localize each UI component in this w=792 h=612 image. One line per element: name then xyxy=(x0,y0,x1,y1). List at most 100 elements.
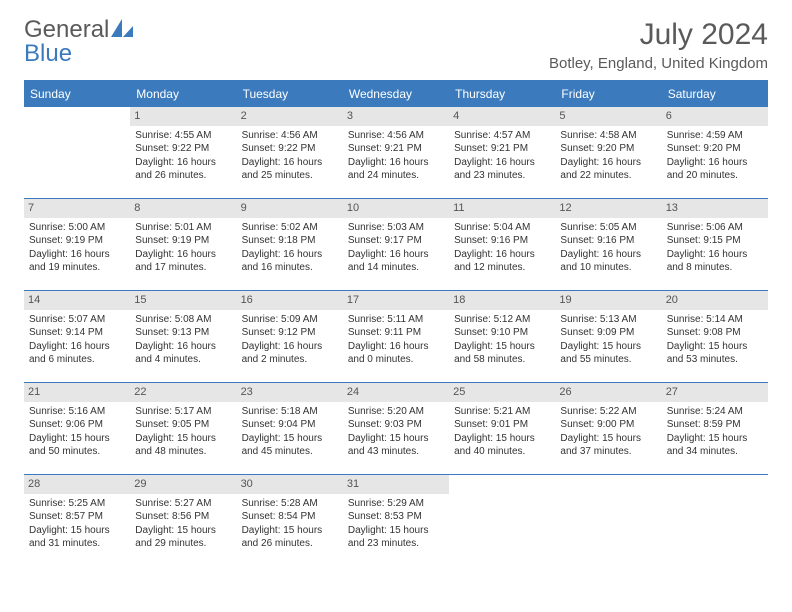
day-number: 15 xyxy=(130,291,236,310)
day-number: 29 xyxy=(130,475,236,494)
sunset-text: Sunset: 8:54 PM xyxy=(242,510,338,524)
calendar-cell: 31Sunrise: 5:29 AMSunset: 8:53 PMDayligh… xyxy=(343,475,449,567)
day-number: 12 xyxy=(555,199,661,218)
day-number: 11 xyxy=(449,199,555,218)
daylight-text: Daylight: 15 hours and 48 minutes. xyxy=(135,432,231,459)
calendar-cell: 15 Sunrise: 5:08 AMSunset: 9:13 PMDayligh… xyxy=(130,291,236,383)
daylight-text: Daylight: 16 hours and 10 minutes. xyxy=(560,248,656,275)
daylight-text: Daylight: 16 hours and 6 minutes. xyxy=(29,340,125,367)
sunrise-text: Sunrise: 5:03 AM xyxy=(348,221,444,235)
weekday-header: Monday xyxy=(130,81,236,107)
calendar-cell xyxy=(449,475,555,567)
sunset-text: Sunset: 9:00 PM xyxy=(560,418,656,432)
logo-text-block: General Blue xyxy=(24,18,133,66)
calendar-cell: 20Sunrise: 5:14 AMSunset: 9:08 PMDayligh… xyxy=(662,291,768,383)
calendar-cell xyxy=(662,475,768,567)
calendar-cell xyxy=(555,475,661,567)
sunset-text: Sunset: 9:22 PM xyxy=(135,142,231,156)
calendar-cell: 21Sunrise: 5:16 AMSunset: 9:06 PMDayligh… xyxy=(24,383,130,475)
calendar-cell: 3Sunrise: 4:56 AMSunset: 9:21 PMDaylight… xyxy=(343,107,449,199)
weekday-header: Tuesday xyxy=(237,81,343,107)
header: General Blue July 2024 Botley, England, … xyxy=(24,18,768,72)
daylight-text: Daylight: 15 hours and 40 minutes. xyxy=(454,432,550,459)
daylight-text: Daylight: 16 hours and 25 minutes. xyxy=(242,156,338,183)
calendar-cell: 27Sunrise: 5:24 AMSunset: 8:59 PMDayligh… xyxy=(662,383,768,475)
day-number: 9 xyxy=(237,199,343,218)
day-number: 2 xyxy=(237,107,343,126)
calendar-cell: 9 Sunrise: 5:02 AMSunset: 9:18 PMDaylight… xyxy=(237,199,343,291)
sunrise-text: Sunrise: 5:22 AM xyxy=(560,405,656,419)
daylight-text: Daylight: 16 hours and 4 minutes. xyxy=(135,340,231,367)
calendar-cell: 30Sunrise: 5:28 AMSunset: 8:54 PMDayligh… xyxy=(237,475,343,567)
daylight-text: Daylight: 15 hours and 53 minutes. xyxy=(667,340,763,367)
sunset-text: Sunset: 8:59 PM xyxy=(667,418,763,432)
sunrise-text: Sunrise: 5:02 AM xyxy=(242,221,338,235)
sunrise-text: Sunrise: 5:28 AM xyxy=(242,497,338,511)
calendar-cell: 11Sunrise: 5:04 AMSunset: 9:16 PMDayligh… xyxy=(449,199,555,291)
weekday-header-row: Sunday Monday Tuesday Wednesday Thursday… xyxy=(24,81,768,107)
calendar-cell: 17Sunrise: 5:11 AMSunset: 9:11 PMDayligh… xyxy=(343,291,449,383)
sunrise-text: Sunrise: 5:04 AM xyxy=(454,221,550,235)
sunset-text: Sunset: 8:57 PM xyxy=(29,510,125,524)
sunrise-text: Sunrise: 5:07 AM xyxy=(29,313,125,327)
day-number: 14 xyxy=(24,291,130,310)
sunset-text: Sunset: 9:15 PM xyxy=(667,234,763,248)
calendar-cell: 13Sunrise: 5:06 AMSunset: 9:15 PMDayligh… xyxy=(662,199,768,291)
daylight-text: Daylight: 16 hours and 17 minutes. xyxy=(135,248,231,275)
sunrise-text: Sunrise: 5:11 AM xyxy=(348,313,444,327)
calendar-cell: 10Sunrise: 5:03 AMSunset: 9:17 PMDayligh… xyxy=(343,199,449,291)
day-number: 20 xyxy=(662,291,768,310)
sunrise-text: Sunrise: 5:17 AM xyxy=(135,405,231,419)
day-number: 21 xyxy=(24,383,130,402)
calendar-table: Sunday Monday Tuesday Wednesday Thursday… xyxy=(24,80,768,566)
month-title: July 2024 xyxy=(549,18,768,51)
sunset-text: Sunset: 9:19 PM xyxy=(135,234,231,248)
sail-icon xyxy=(111,19,133,42)
calendar-cell: 22Sunrise: 5:17 AMSunset: 9:05 PMDayligh… xyxy=(130,383,236,475)
calendar-cell: 24Sunrise: 5:20 AMSunset: 9:03 PMDayligh… xyxy=(343,383,449,475)
daylight-text: Daylight: 16 hours and 26 minutes. xyxy=(135,156,231,183)
sunset-text: Sunset: 9:01 PM xyxy=(454,418,550,432)
day-number: 13 xyxy=(662,199,768,218)
sunset-text: Sunset: 9:03 PM xyxy=(348,418,444,432)
sunrise-text: Sunrise: 5:00 AM xyxy=(29,221,125,235)
calendar-cell: 25Sunrise: 5:21 AMSunset: 9:01 PMDayligh… xyxy=(449,383,555,475)
sunrise-text: Sunrise: 5:24 AM xyxy=(667,405,763,419)
calendar-page: General Blue July 2024 Botley, England, … xyxy=(0,0,792,584)
sunset-text: Sunset: 9:22 PM xyxy=(242,142,338,156)
day-number: 25 xyxy=(449,383,555,402)
day-number: 22 xyxy=(130,383,236,402)
day-number: 27 xyxy=(662,383,768,402)
sunrise-text: Sunrise: 4:58 AM xyxy=(560,129,656,143)
sunset-text: Sunset: 9:18 PM xyxy=(242,234,338,248)
day-number: 16 xyxy=(237,291,343,310)
day-number: 23 xyxy=(237,383,343,402)
sunrise-text: Sunrise: 5:01 AM xyxy=(135,221,231,235)
sunset-text: Sunset: 9:13 PM xyxy=(135,326,231,340)
brand-logo: General Blue xyxy=(24,18,133,66)
weekday-header: Friday xyxy=(555,81,661,107)
sunrise-text: Sunrise: 5:16 AM xyxy=(29,405,125,419)
sunrise-text: Sunrise: 5:18 AM xyxy=(242,405,338,419)
sunset-text: Sunset: 9:12 PM xyxy=(242,326,338,340)
sunrise-text: Sunrise: 5:08 AM xyxy=(135,313,231,327)
sunset-text: Sunset: 9:21 PM xyxy=(454,142,550,156)
sunset-text: Sunset: 9:08 PM xyxy=(667,326,763,340)
daylight-text: Daylight: 15 hours and 45 minutes. xyxy=(242,432,338,459)
daylight-text: Daylight: 16 hours and 24 minutes. xyxy=(348,156,444,183)
daylight-text: Daylight: 16 hours and 16 minutes. xyxy=(242,248,338,275)
daylight-text: Daylight: 15 hours and 31 minutes. xyxy=(29,524,125,551)
sunrise-text: Sunrise: 4:55 AM xyxy=(135,129,231,143)
calendar-row: 21Sunrise: 5:16 AMSunset: 9:06 PMDayligh… xyxy=(24,383,768,475)
daylight-text: Daylight: 16 hours and 23 minutes. xyxy=(454,156,550,183)
day-number: 26 xyxy=(555,383,661,402)
daylight-text: Daylight: 16 hours and 14 minutes. xyxy=(348,248,444,275)
day-number: 31 xyxy=(343,475,449,494)
daylight-text: Daylight: 16 hours and 0 minutes. xyxy=(348,340,444,367)
calendar-row: 1Sunrise: 4:55 AMSunset: 9:22 PMDaylight… xyxy=(24,107,768,199)
sunset-text: Sunset: 9:11 PM xyxy=(348,326,444,340)
calendar-cell: 16Sunrise: 5:09 AMSunset: 9:12 PMDayligh… xyxy=(237,291,343,383)
weekday-header: Wednesday xyxy=(343,81,449,107)
calendar-body: 1Sunrise: 4:55 AMSunset: 9:22 PMDaylight… xyxy=(24,107,768,567)
sunset-text: Sunset: 9:09 PM xyxy=(560,326,656,340)
